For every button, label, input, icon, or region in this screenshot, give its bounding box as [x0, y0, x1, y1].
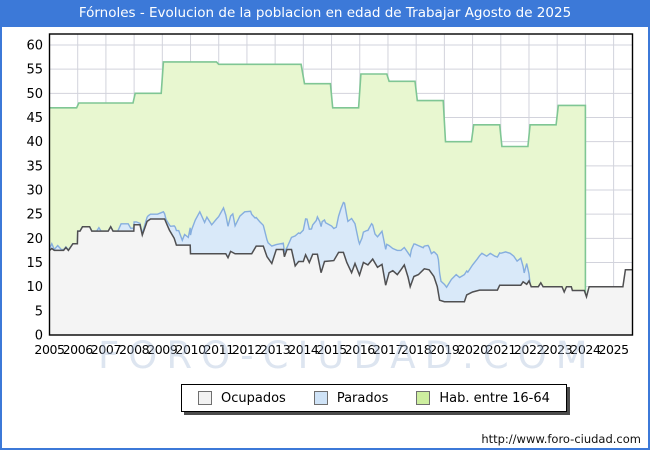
legend-item-hab: Hab. entre 16-64	[416, 391, 550, 406]
svg-text:60: 60	[26, 39, 43, 54]
svg-text:2009: 2009	[147, 342, 178, 357]
svg-text:2011: 2011	[204, 342, 234, 357]
svg-text:10: 10	[26, 280, 43, 295]
svg-text:2024: 2024	[570, 342, 601, 357]
footer-url-link[interactable]: http://www.foro-ciudad.com	[481, 432, 641, 446]
legend-label-parados: Parados	[337, 391, 389, 406]
population-evolution-chart: 0510152025303540455055602005200620072008…	[0, 0, 650, 450]
svg-text:35: 35	[26, 159, 43, 174]
svg-text:5: 5	[35, 304, 43, 319]
svg-text:15: 15	[26, 256, 43, 271]
chart-title: Fórnoles - Evolucion de la poblacion en …	[0, 0, 650, 27]
svg-text:2015: 2015	[316, 342, 346, 357]
legend-label-ocupados: Ocupados	[221, 391, 286, 406]
svg-text:2012: 2012	[232, 342, 262, 357]
legend-label-hab: Hab. entre 16-64	[439, 391, 550, 406]
svg-text:2017: 2017	[373, 342, 403, 357]
legend-item-parados: Parados	[314, 391, 389, 406]
svg-text:2013: 2013	[260, 342, 290, 357]
svg-text:2021: 2021	[486, 342, 516, 357]
svg-text:2006: 2006	[63, 342, 94, 357]
svg-text:2018: 2018	[401, 342, 432, 357]
svg-text:2014: 2014	[288, 342, 319, 357]
svg-text:2016: 2016	[345, 342, 376, 357]
svg-text:2010: 2010	[175, 342, 206, 357]
svg-text:25: 25	[26, 208, 43, 223]
hab-swatch-icon	[416, 391, 430, 405]
parados-swatch-icon	[314, 391, 328, 405]
svg-text:40: 40	[26, 135, 43, 150]
chart-window: Fórnoles - Evolucion de la poblacion en …	[0, 0, 650, 450]
svg-text:20: 20	[26, 232, 43, 247]
svg-text:2005: 2005	[34, 342, 64, 357]
svg-text:2008: 2008	[119, 342, 150, 357]
ocupados-swatch-icon	[198, 391, 212, 405]
svg-text:2023: 2023	[542, 342, 572, 357]
svg-text:30: 30	[26, 184, 43, 199]
svg-text:2020: 2020	[457, 342, 488, 357]
svg-text:2025: 2025	[598, 342, 628, 357]
svg-text:2022: 2022	[514, 342, 544, 357]
legend-item-ocupados: Ocupados	[198, 391, 286, 406]
svg-text:50: 50	[26, 87, 43, 102]
svg-text:2007: 2007	[91, 342, 121, 357]
svg-text:2019: 2019	[429, 342, 460, 357]
chart-legend: Ocupados Parados Hab. entre 16-64	[181, 384, 567, 412]
svg-text:45: 45	[26, 111, 43, 126]
svg-text:55: 55	[26, 63, 43, 78]
